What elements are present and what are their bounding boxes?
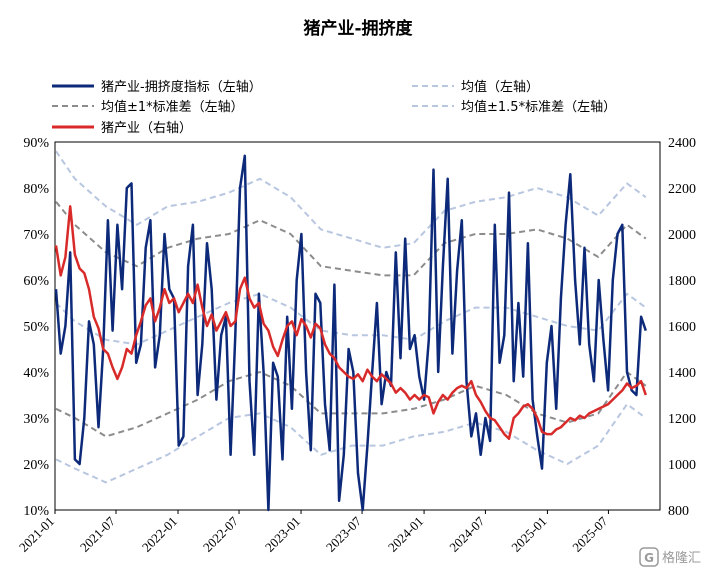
- series-line-price: [54, 205, 647, 440]
- y-right-tick-label: 1200: [668, 412, 696, 427]
- y-right-tick-label: 1800: [668, 274, 696, 289]
- y-left-tick-label: 90%: [23, 136, 49, 151]
- legend-label-band1: 均值±1*标准差（左轴）: [101, 99, 244, 115]
- x-tick-label: 2022-07: [200, 513, 242, 555]
- y-left-tick-label: 30%: [23, 412, 49, 427]
- watermark: G 格隆汇: [639, 547, 701, 567]
- series-line-band15_upper: [55, 150, 647, 249]
- series-line-band15_lower: [55, 403, 647, 484]
- legend-item-mean: 均值（左轴）: [412, 79, 539, 95]
- y-left-tick-label: 50%: [23, 320, 49, 335]
- y-left-tick-label: 60%: [23, 274, 49, 289]
- watermark-text: 格隆汇: [662, 550, 701, 566]
- y-right-tick-label: 2200: [668, 182, 696, 197]
- x-tick-label: 2025-01: [508, 514, 549, 555]
- g-logo-icon: G: [639, 547, 659, 567]
- y-right-tick-label: 1400: [668, 366, 696, 381]
- legend: 猪产业-拥挤度指标（左轴） 均值（左轴） 均值±1*标准差（左轴） 均值±1.5…: [52, 79, 616, 136]
- legend-item-price: 猪产业（右轴）: [52, 121, 192, 136]
- y-right-tick-label: 2000: [668, 228, 696, 243]
- legend-label-price: 猪产业（右轴）: [101, 121, 192, 136]
- legend-item-band15: 均值±1.5*标准差（左轴）: [412, 99, 616, 115]
- x-tick-label: 2024-01: [385, 514, 426, 555]
- legend-label-band15: 均值±1.5*标准差（左轴）: [461, 99, 616, 115]
- series-line-band1_lower: [55, 371, 647, 438]
- x-tick-label: 2023-01: [262, 514, 303, 555]
- y-right-tick-label: 800: [668, 504, 689, 519]
- series-line-crowding: [54, 154, 647, 512]
- series-line-mean: [55, 292, 647, 346]
- y-left-tick-label: 80%: [23, 182, 49, 197]
- y-right-tick-label: 2400: [668, 136, 696, 151]
- legend-label-mean: 均值（左轴）: [461, 79, 539, 95]
- x-tick-label: 2025-07: [569, 513, 611, 555]
- y-right-tick-label: 1000: [668, 458, 696, 473]
- y-left-tick-label: 10%: [23, 504, 49, 519]
- y-left-tick-label: 70%: [23, 228, 49, 243]
- legend-item-crowding: 猪产业-拥挤度指标（左轴）: [52, 79, 262, 95]
- plot-frame: [54, 141, 661, 511]
- y-right-tick-label: 1600: [668, 320, 696, 335]
- legend-item-band1: 均值±1*标准差（左轴）: [52, 99, 244, 115]
- x-tick-label: 2022-01: [139, 514, 180, 555]
- y-left-tick-label: 20%: [23, 458, 49, 473]
- chart-title: 猪产业-拥挤度: [303, 18, 413, 39]
- x-tick-label: 2021-01: [16, 514, 57, 555]
- legend-label-crowding: 猪产业-拥挤度指标（左轴）: [101, 79, 262, 95]
- plot-area: 10% 20% 30% 40% 50% 60% 70% 80% 90% 800 1000 1200 14…: [16, 136, 696, 555]
- x-tick-label: 2023-07: [323, 513, 365, 555]
- svg-text:G: G: [644, 551, 654, 565]
- x-tick-label: 2021-07: [77, 513, 119, 555]
- y-left-tick-label: 40%: [23, 366, 49, 381]
- x-tick-label: 2024-07: [446, 513, 488, 555]
